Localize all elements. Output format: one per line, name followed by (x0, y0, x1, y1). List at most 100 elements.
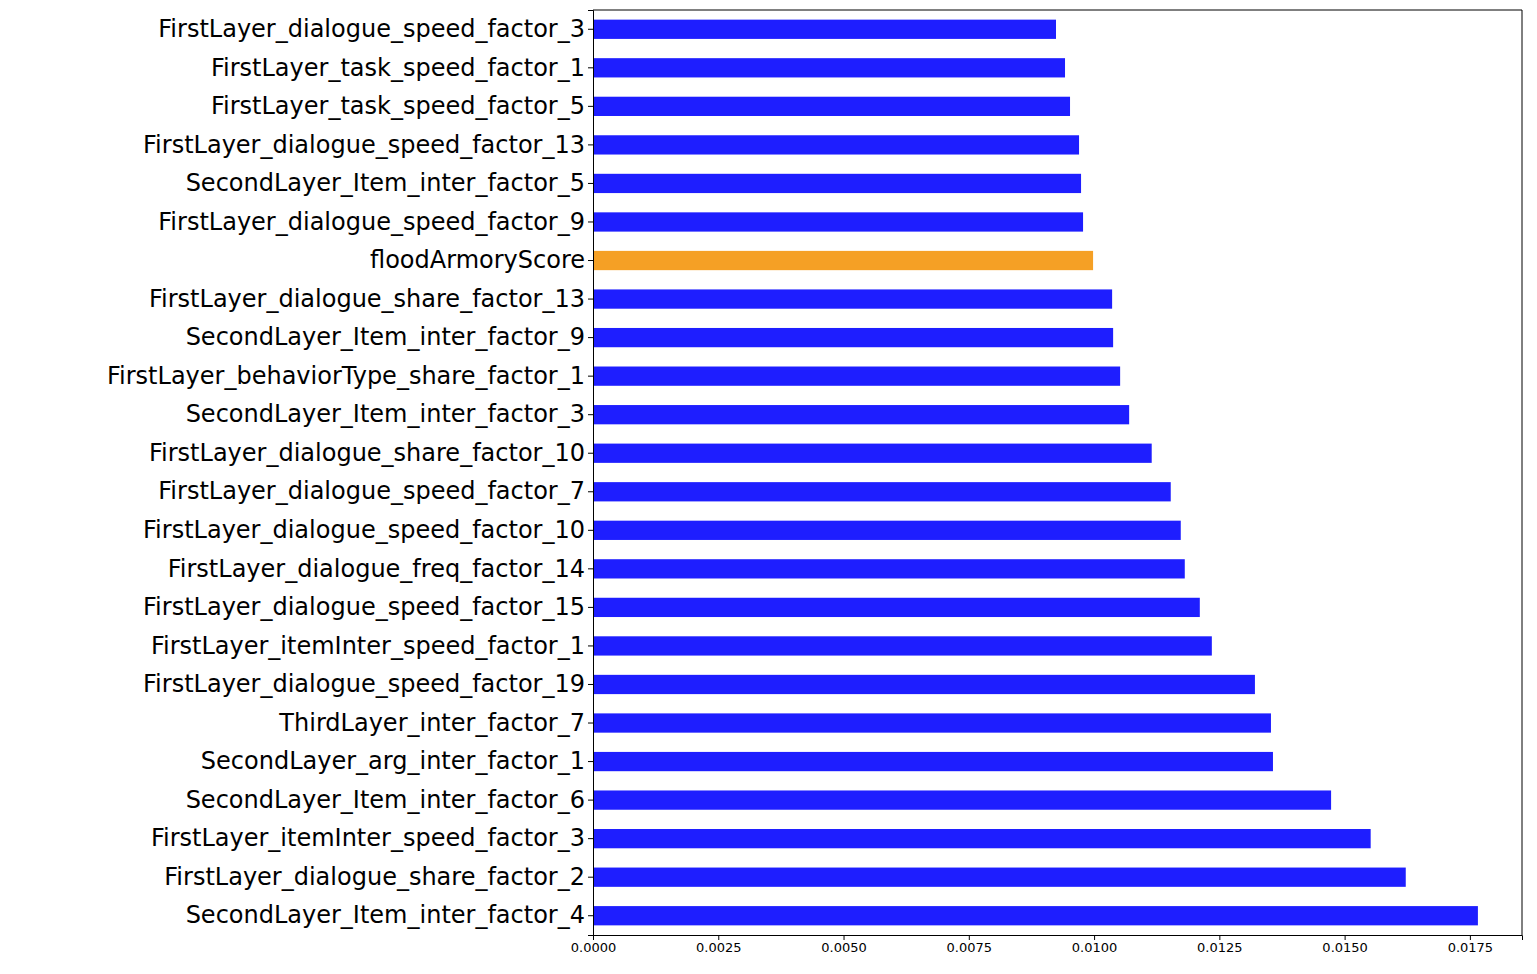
y-axis: FirstLayer_dialogue_speed_factor_3 FirstL… (107, 11, 594, 936)
bars (593, 20, 1478, 926)
bar (593, 212, 1083, 231)
tick: FirstLayer_task_speed_factor_1 (211, 53, 593, 81)
tick: FirstLayer_dialogue_speed_factor_3 (158, 15, 593, 43)
tick-mark (588, 568, 593, 569)
x-axis: 0.0000 0.0025 0.0050 0.0075 0.0100 0.0125 0.01… (571, 935, 1523, 955)
bar (593, 829, 1371, 848)
tick-label: FirstLayer_dialogue_speed_factor_13 (143, 131, 585, 159)
tick-label: FirstLayer_task_speed_factor_5 (211, 92, 585, 120)
axis-line (588, 11, 594, 936)
tick-mark (588, 607, 593, 608)
tick: 0.0075 (947, 935, 993, 955)
bar (593, 289, 1112, 308)
tick: 0.0000 (571, 935, 617, 955)
bar (593, 328, 1113, 347)
tick: FirstLayer_itemInter_speed_factor_3 (151, 824, 593, 852)
tick-label: FirstLayer_dialogue_speed_factor_3 (158, 15, 585, 43)
tick-label: FirstLayer_dialogue_speed_factor_9 (158, 208, 585, 236)
tick: FirstLayer_dialogue_speed_factor_7 (158, 477, 593, 505)
tick: 0.0150 (1322, 935, 1368, 955)
bar (593, 790, 1331, 809)
tick: FirstLayer_dialogue_share_factor_13 (149, 285, 593, 313)
tick-label: SecondLayer_Item_inter_factor_3 (186, 400, 585, 428)
bar (593, 405, 1129, 424)
tick-label: SecondLayer_Item_inter_factor_9 (186, 323, 585, 351)
tick-mark (588, 723, 593, 724)
tick: FirstLayer_dialogue_speed_factor_9 (158, 208, 593, 236)
bar (593, 713, 1271, 732)
bar (593, 174, 1081, 193)
tick: FirstLayer_dialogue_speed_factor_15 (143, 593, 593, 621)
tick-label: FirstLayer_dialogue_speed_factor_19 (143, 670, 585, 698)
tick: 0.0025 (696, 935, 742, 955)
tick-label: FirstLayer_itemInter_speed_factor_1 (151, 632, 585, 660)
tick-mark (588, 491, 593, 492)
tick: 0.0100 (1072, 935, 1118, 955)
bar (593, 135, 1079, 154)
tick: FirstLayer_dialogue_speed_factor_13 (143, 131, 593, 159)
tick-label: 0.0150 (1322, 940, 1368, 955)
tick: SecondLayer_Item_inter_factor_6 (186, 786, 593, 814)
bar (593, 367, 1120, 386)
bar (593, 868, 1406, 887)
tick-label: SecondLayer_Item_inter_factor_5 (186, 169, 585, 197)
tick-mark (588, 337, 593, 338)
bar (593, 636, 1212, 655)
tick-mark (588, 67, 593, 68)
tick: 0.0125 (1197, 935, 1243, 955)
bar (593, 598, 1200, 617)
tick-label: 0.0100 (1072, 940, 1118, 955)
tick: 0.0175 (1448, 935, 1494, 955)
tick: SecondLayer_Item_inter_factor_5 (186, 169, 593, 197)
tick-mark (588, 800, 593, 801)
tick-mark (588, 453, 593, 454)
tick: SecondLayer_arg_inter_factor_1 (201, 747, 593, 775)
tick: SecondLayer_Item_inter_factor_9 (186, 323, 593, 351)
tick-mark (588, 838, 593, 839)
tick-label: 0.0000 (571, 940, 617, 955)
bar (593, 58, 1065, 77)
tick: floodArmoryScore (370, 246, 593, 274)
tick-label: FirstLayer_task_speed_factor_1 (211, 53, 585, 81)
tick-label: FirstLayer_dialogue_speed_factor_10 (143, 516, 585, 544)
tick: FirstLayer_dialogue_share_factor_10 (149, 439, 593, 467)
tick-label: 0.0175 (1448, 940, 1494, 955)
tick-mark (588, 915, 593, 916)
tick-label: floodArmoryScore (370, 246, 585, 274)
tick-mark (588, 260, 593, 261)
tick-mark (588, 106, 593, 107)
tick-label: SecondLayer_Item_inter_factor_6 (186, 786, 585, 814)
tick-label: ThirdLayer_inter_factor_7 (278, 709, 585, 737)
tick-mark (588, 684, 593, 685)
bar (593, 906, 1478, 925)
chart: 0.0000 0.0025 0.0050 0.0075 0.0100 0.0125 0.01… (0, 0, 1537, 974)
tick: SecondLayer_Item_inter_factor_4 (186, 901, 593, 929)
tick-label: FirstLayer_dialogue_speed_factor_15 (143, 593, 585, 621)
tick-label: FirstLayer_behaviorType_share_factor_1 (107, 362, 585, 390)
bar (593, 97, 1070, 116)
bar (593, 521, 1181, 540)
tick-label: FirstLayer_dialogue_share_factor_13 (149, 285, 585, 313)
tick: ThirdLayer_inter_factor_7 (278, 709, 593, 737)
tick-label: FirstLayer_dialogue_freq_factor_14 (168, 555, 585, 583)
tick-mark (588, 761, 593, 762)
bar (593, 675, 1255, 694)
tick: FirstLayer_behaviorType_share_factor_1 (107, 362, 593, 390)
tick-mark (588, 183, 593, 184)
tick-mark (588, 414, 593, 415)
tick-label: FirstLayer_dialogue_speed_factor_7 (158, 477, 585, 505)
bar (593, 20, 1056, 39)
tick: 0.0050 (821, 935, 867, 955)
tick-label: SecondLayer_Item_inter_factor_4 (186, 901, 585, 929)
tick-label: SecondLayer_arg_inter_factor_1 (201, 747, 585, 775)
tick: FirstLayer_dialogue_share_factor_2 (164, 863, 593, 891)
bar (593, 752, 1273, 771)
tick-label: FirstLayer_dialogue_share_factor_2 (164, 863, 585, 891)
tick-label: 0.0025 (696, 940, 742, 955)
tick-mark (588, 645, 593, 646)
tick-mark (588, 29, 593, 30)
tick: FirstLayer_dialogue_freq_factor_14 (168, 555, 593, 583)
tick-label: FirstLayer_dialogue_share_factor_10 (149, 439, 585, 467)
tick: FirstLayer_dialogue_speed_factor_19 (143, 670, 593, 698)
tick-mark (588, 221, 593, 222)
